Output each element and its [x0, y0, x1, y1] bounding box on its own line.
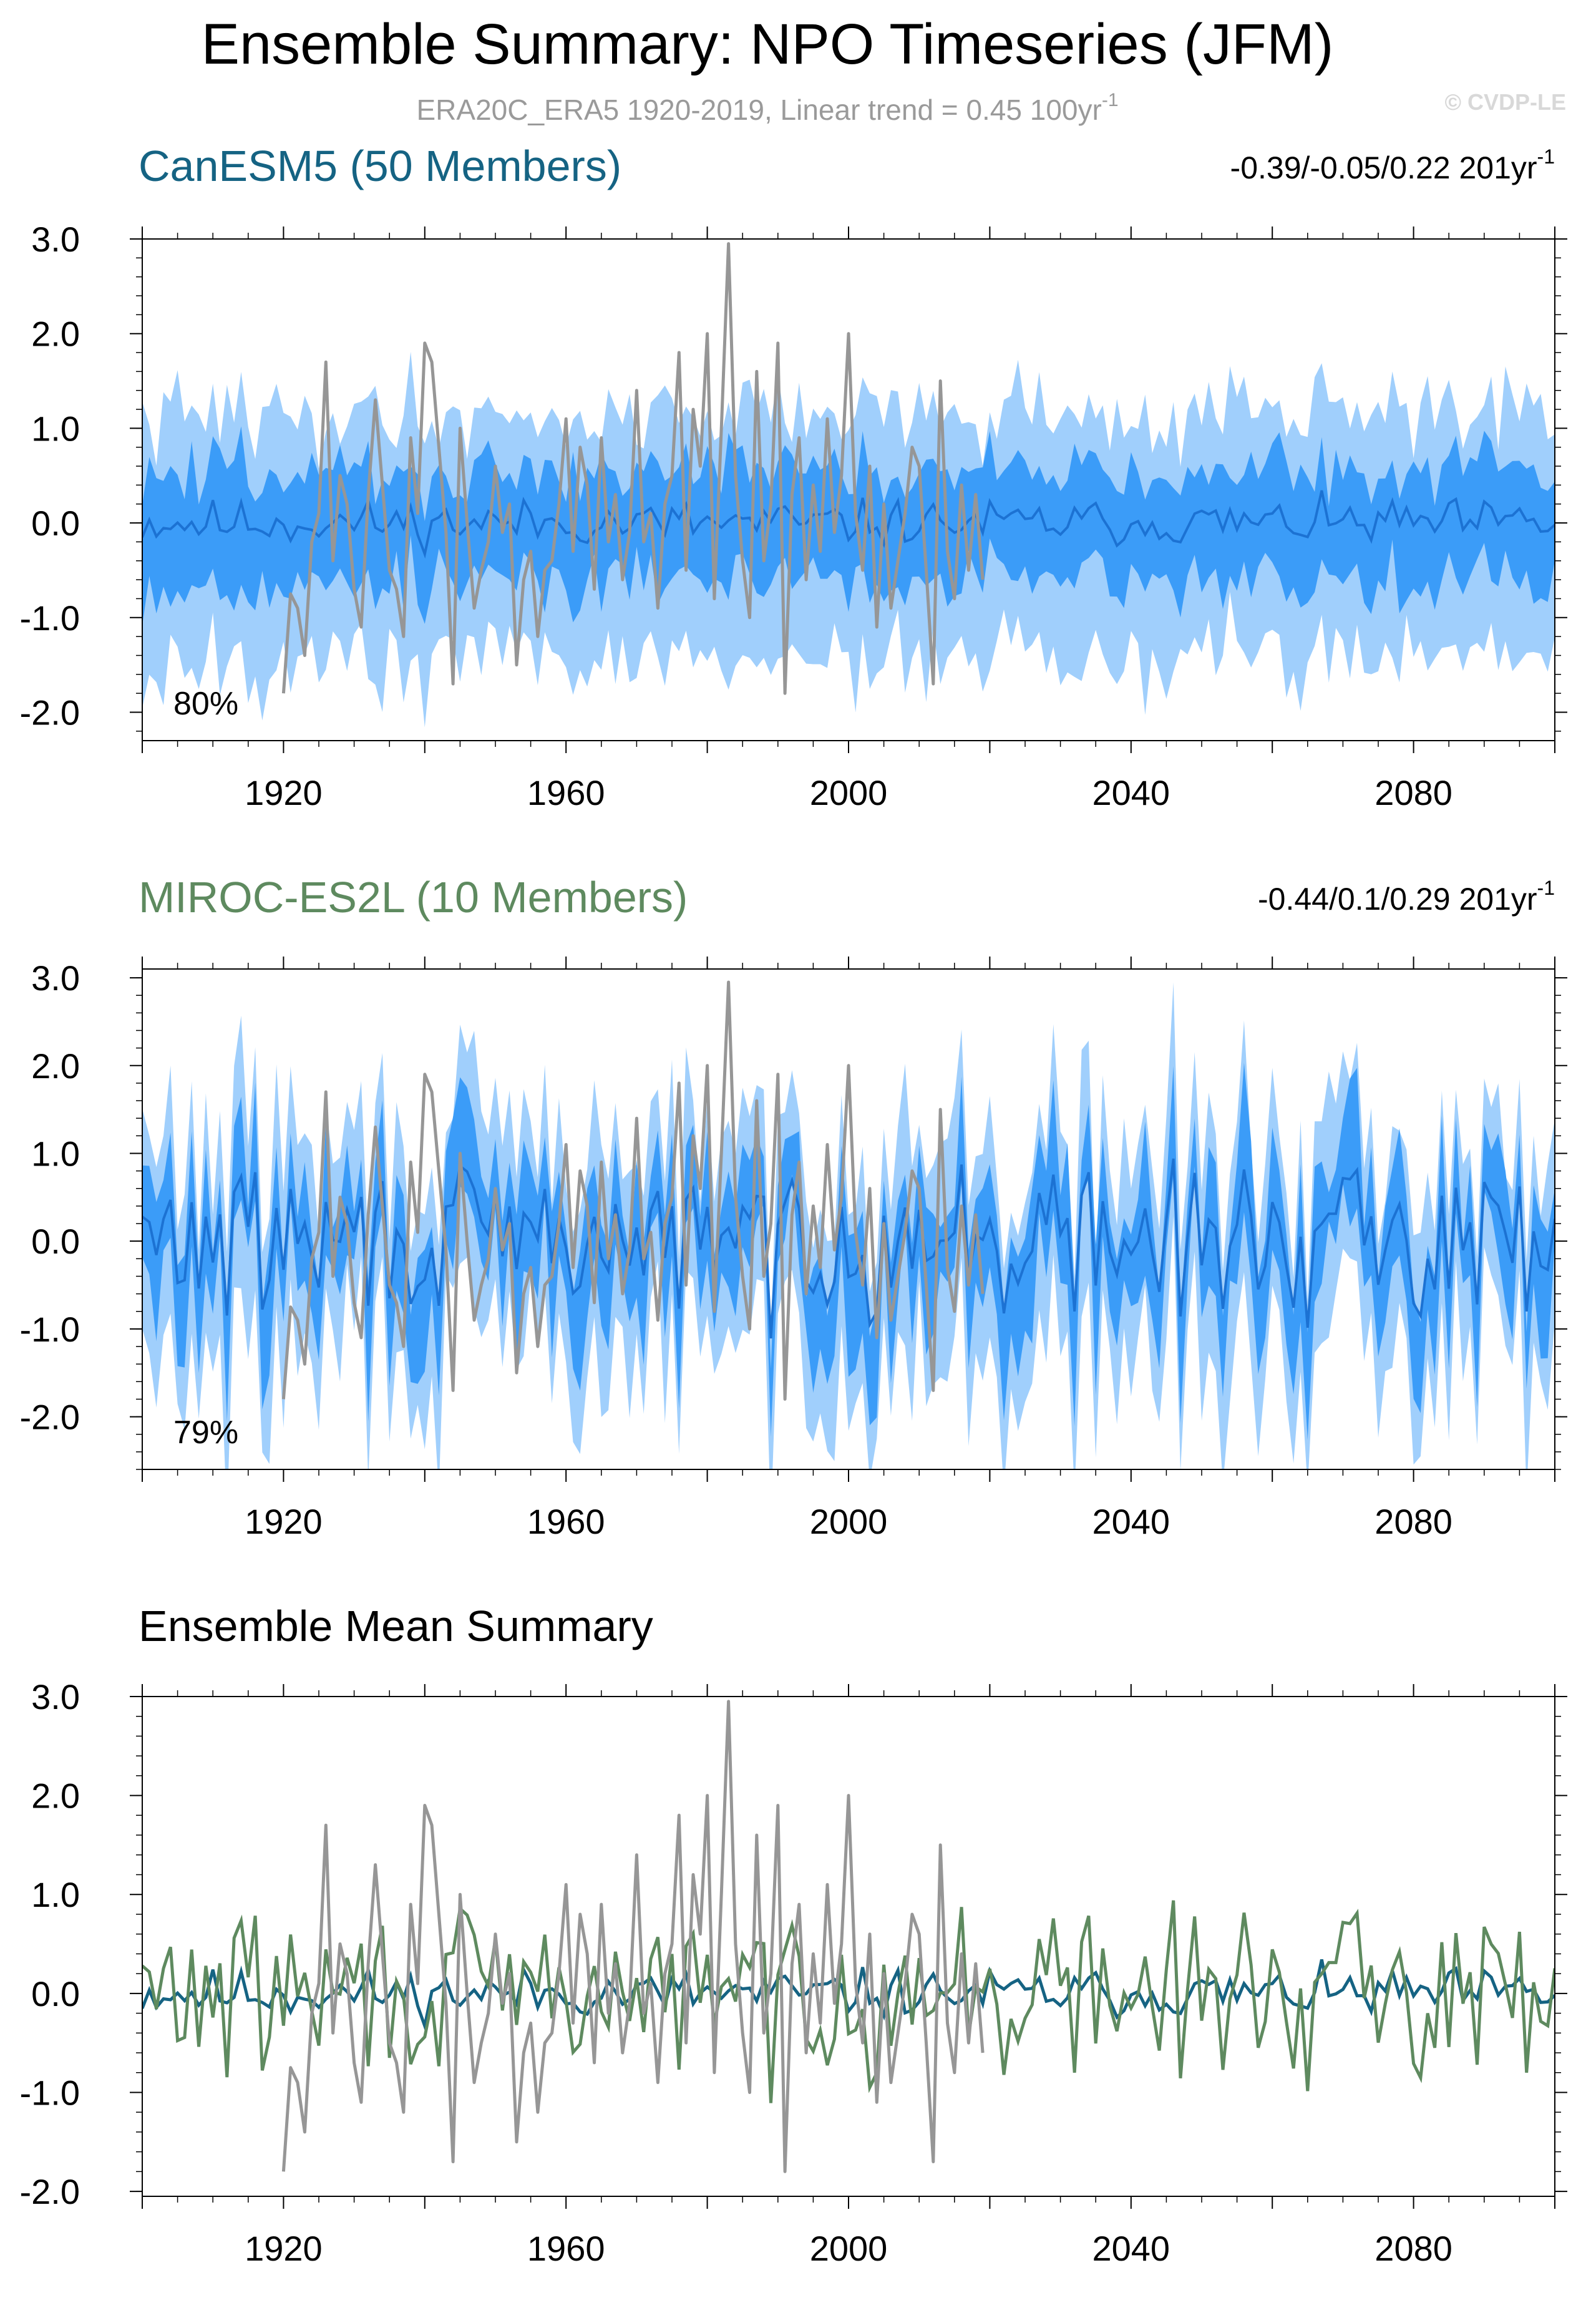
panel-title: Ensemble Mean Summary [139, 1602, 653, 1650]
observations-line [281, 980, 985, 1401]
outer-spread-band [142, 982, 1555, 1469]
plot-area [142, 242, 1555, 728]
panel-title: MIROC-ES2L (10 Members) [139, 873, 688, 922]
inner-spread-band [142, 1063, 1555, 1440]
trend-label: -0.44/0.1/0.29 201yr-1 [1258, 877, 1555, 917]
subtitle: ERA20C_ERA5 1920-2019, Linear trend = 0.… [416, 90, 1118, 126]
x-tick-label: 2080 [1375, 1502, 1452, 1541]
x-tick-label: 1920 [245, 1502, 323, 1541]
trend-label-sup: -1 [1537, 145, 1555, 168]
observations-line [281, 242, 985, 695]
y-tick-label: -2.0 [20, 693, 80, 732]
panel-ensemble-mean-summary: Ensemble Mean Summary 3.0 2.0 1.0 0.0 -1.0 -2.… [20, 1602, 1567, 2268]
trend-label-sup: -1 [1537, 877, 1555, 899]
y-tick-label: 0.0 [31, 1222, 80, 1261]
x-tick-label: 2000 [810, 2229, 888, 2268]
y-tick-label: 2.0 [31, 1046, 80, 1086]
plot-area [142, 1700, 1555, 2173]
percent-annotation: 79% [173, 1415, 238, 1451]
x-tick-label: 1920 [245, 773, 323, 812]
x-tick-label: 1960 [527, 773, 605, 812]
plot-frame [142, 1696, 1555, 2197]
y-tick-label: 3.0 [31, 958, 80, 998]
trend-label-text: -0.44/0.1/0.29 201yr [1258, 882, 1537, 917]
panel-canesm5: CanESM5 (50 Members) -0.39/-0.05/0.22 201… [20, 142, 1567, 812]
y-tick-label: 3.0 [31, 220, 80, 259]
panel-title: CanESM5 (50 Members) [139, 142, 621, 190]
x-tick-label: 2000 [810, 1502, 888, 1541]
x-tick-label: 1960 [527, 1502, 605, 1541]
miroc-mean-line [142, 1900, 1555, 2103]
plot-area [142, 980, 1555, 1469]
x-tick-label: 2040 [1092, 2229, 1170, 2268]
figure-title: Ensemble Summary: NPO Timeseries (JFM) [202, 12, 1334, 76]
trend-label-text: -0.39/-0.05/0.22 201yr [1230, 150, 1537, 185]
x-tick-label: 1920 [245, 2229, 323, 2268]
y-tick-label: 0.0 [31, 1974, 80, 2014]
y-tick-label: 3.0 [31, 1677, 80, 1716]
ensemble-mean-line [142, 490, 1555, 559]
y-tick-label: 1.0 [31, 409, 80, 448]
observations-line [281, 1700, 985, 2173]
y-tick-label: 2.0 [31, 1776, 80, 1816]
canesm5-mean-line [142, 1959, 1555, 2032]
y-tick-label: -2.0 [20, 1398, 80, 1437]
y-tick-label: -1.0 [20, 2073, 80, 2112]
y-tick-label: 1.0 [31, 1134, 80, 1173]
ensemble-mean-line [142, 1158, 1555, 1339]
y-tick-label: -1.0 [20, 598, 80, 638]
x-tick-label: 2040 [1092, 1502, 1170, 1541]
x-tick-label: 2080 [1375, 773, 1452, 812]
y-tick-label: 2.0 [31, 314, 80, 354]
y-tick-label: 0.0 [31, 504, 80, 543]
panel-miroc-es2l: MIROC-ES2L (10 Members) -0.44/0.1/0.29 20… [20, 873, 1567, 1541]
percent-annotation: 80% [173, 686, 238, 722]
watermark: © CVDP-LE [1444, 89, 1566, 115]
x-tick-label: 2080 [1375, 2229, 1452, 2268]
trend-label: -0.39/-0.05/0.22 201yr-1 [1230, 145, 1555, 185]
y-tick-label: -2.0 [20, 2172, 80, 2211]
x-tick-label: 2000 [810, 773, 888, 812]
y-tick-label: 1.0 [31, 1875, 80, 1914]
x-tick-label: 2040 [1092, 773, 1170, 812]
x-tick-label: 1960 [527, 2229, 605, 2268]
y-tick-label: -1.0 [20, 1310, 80, 1349]
